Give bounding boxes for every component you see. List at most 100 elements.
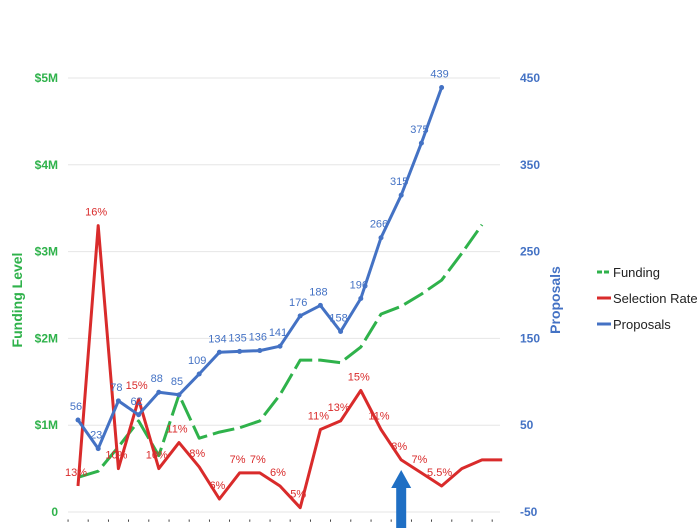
proposals-point xyxy=(136,412,142,418)
x-axis-tick-label: ' xyxy=(350,518,352,528)
proposals-data-label: 109 xyxy=(188,355,206,367)
series-lines xyxy=(75,85,503,510)
selection-rate-data-label: 15% xyxy=(126,380,148,392)
selection-rate-data-label: 10% xyxy=(146,450,168,462)
proposals-data-label: 23 xyxy=(90,430,102,442)
proposals-point xyxy=(338,328,344,334)
selection-rate-data-label: 7% xyxy=(411,454,427,466)
annotation-arrow xyxy=(391,470,412,528)
x-axis-tick-label: ' xyxy=(249,518,251,528)
left-axis-tick-label: $2M xyxy=(35,331,58,345)
proposals-data-label: 375 xyxy=(410,124,428,136)
x-axis-tick-label: ' xyxy=(309,518,311,528)
proposals-data-label: 158 xyxy=(329,312,347,324)
proposals-point xyxy=(156,389,162,395)
selection-rate-data-label: 7% xyxy=(230,454,246,466)
arrow-shape xyxy=(391,470,412,528)
left-axis-tick-label: $3M xyxy=(35,245,58,259)
legend-label-selection-rate: Selection Rate xyxy=(613,291,698,306)
left-axis-ticks: 0 $1M $2M $3M $4M $5M xyxy=(35,71,59,519)
x-axis-tick-label: ' xyxy=(67,518,69,528)
left-axis-tick-label: $5M xyxy=(35,71,58,85)
left-axis-tick-label: $4M xyxy=(35,158,58,172)
selection-rate-data-label: 8% xyxy=(391,441,407,453)
proposals-point xyxy=(277,343,283,349)
proposals-point xyxy=(358,295,364,301)
proposals-data-label: 439 xyxy=(430,69,448,81)
selection-rate-data-label: 11% xyxy=(368,411,389,423)
x-axis-tick-label: ' xyxy=(87,518,89,528)
proposals-point xyxy=(216,349,222,355)
selection-rate-data-label: 6% xyxy=(270,467,286,479)
left-axis-title: Funding Level xyxy=(9,253,25,348)
right-axis-tick-label: 50 xyxy=(520,418,534,432)
x-axis-tick-label: ' xyxy=(289,518,291,528)
x-axis-tick-label: ' xyxy=(370,518,372,528)
right-axis-tick-label: -50 xyxy=(520,505,538,519)
right-axis-ticks: -50 50 150 250 350 450 xyxy=(520,71,540,519)
selection-rate-data-label: 6% xyxy=(209,480,225,492)
proposals-data-label: 88 xyxy=(151,373,163,385)
selection-rate-data-label: 10% xyxy=(105,450,127,462)
selection-rate-data-label: 11% xyxy=(166,424,187,436)
x-axis-tick-label: ' xyxy=(471,518,473,528)
right-axis-tick-label: 150 xyxy=(520,331,540,345)
x-axis-tick-label: ' xyxy=(208,518,210,528)
proposals-data-label: 315 xyxy=(390,176,408,188)
proposals-data-label: 56 xyxy=(70,401,82,413)
x-axis-tick-label: ' xyxy=(229,518,231,528)
right-axis-title: Proposals xyxy=(547,266,563,334)
proposals-data-label: 134 xyxy=(208,333,226,345)
series-data-labels: 13%16%10%15%10%11%8%6%7% 7%6%5%11%13%15%1… xyxy=(65,69,452,501)
x-axis-tick-label: ' xyxy=(188,518,190,528)
x-axis-tick-label: ' xyxy=(330,518,332,528)
x-axis-tick-label: ' xyxy=(269,518,271,528)
proposals-point xyxy=(398,192,404,198)
proposals-point xyxy=(237,348,243,354)
selection-rate-line xyxy=(76,224,503,510)
proposals-data-label: 62 xyxy=(130,396,142,408)
proposals-point xyxy=(115,398,121,404)
proposals-data-label: 196 xyxy=(350,279,368,291)
selection-rate-data-label: 5% xyxy=(290,489,306,501)
x-axis-ticks: ' ' ' ' ' ' ' ' ' ' ' ' ' ' ' ' ' ' ' ' ' ' xyxy=(67,518,493,528)
x-axis-tick-label: ' xyxy=(148,518,150,528)
x-axis-tick-label: ' xyxy=(168,518,170,528)
right-axis-tick-label: 450 xyxy=(520,71,540,85)
x-axis-tick-label: ' xyxy=(107,518,109,528)
proposals-data-label: 78 xyxy=(110,382,122,394)
proposals-point xyxy=(75,417,81,423)
x-axis-tick-label: ' xyxy=(128,518,130,528)
x-axis-tick-label: ' xyxy=(451,518,453,528)
left-axis-tick-label: $1M xyxy=(35,418,58,432)
x-axis-tick-label: ' xyxy=(491,518,493,528)
proposals-point xyxy=(257,348,263,354)
proposals-data-label: 188 xyxy=(309,286,327,298)
legend-label-proposals: Proposals xyxy=(613,317,671,332)
proposals-point xyxy=(439,85,445,91)
legend-label-funding: Funding xyxy=(613,265,660,280)
proposals-data-label: 141 xyxy=(269,327,287,339)
proposals-data-label: 176 xyxy=(289,297,307,309)
selection-rate-data-label: 11% xyxy=(308,411,329,423)
proposals-point xyxy=(317,302,323,308)
proposals-point xyxy=(176,392,182,398)
selection-rate-data-label: 15% xyxy=(348,371,370,383)
x-axis-tick-label: ' xyxy=(390,518,392,528)
x-axis-tick-label: ' xyxy=(431,518,433,528)
x-axis-tick-label: ' xyxy=(410,518,412,528)
proposals-data-label: 266 xyxy=(370,219,388,231)
proposals-point xyxy=(418,140,424,146)
proposals-point xyxy=(297,313,303,319)
selection-rate-data-label: 5.5% xyxy=(427,467,452,479)
selection-rate-data-label: 16% xyxy=(85,207,107,219)
selection-rate-data-label: 7% xyxy=(250,454,266,466)
proposals-point xyxy=(378,235,384,241)
legend: Funding Selection Rate Proposals xyxy=(597,265,698,332)
proposals-data-label: 85 xyxy=(171,376,183,388)
right-axis-tick-label: 250 xyxy=(520,245,540,259)
right-axis-tick-label: 350 xyxy=(520,158,540,172)
selection-rate-data-label: 13% xyxy=(65,467,87,479)
selection-rate-data-label: 13% xyxy=(328,402,350,414)
